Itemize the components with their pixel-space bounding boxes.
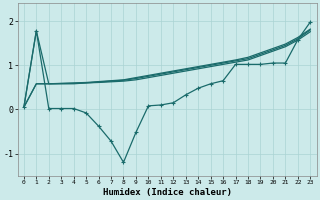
X-axis label: Humidex (Indice chaleur): Humidex (Indice chaleur) — [103, 188, 232, 197]
